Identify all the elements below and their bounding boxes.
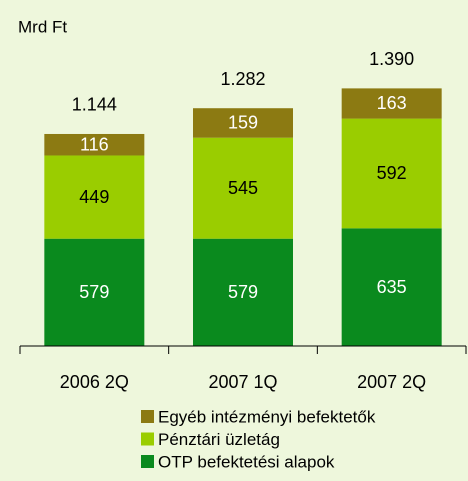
x-tick-label: 2007 2Q [357,372,426,392]
total-label: 1.390 [369,49,414,69]
legend-label: Pénztári üzletág [158,430,280,449]
segment-label: 635 [377,277,407,297]
legend-swatch [141,455,154,468]
bar-segment [44,238,145,346]
segment-label: 163 [377,93,407,113]
legend-label: OTP befektetési alapok [158,452,335,471]
x-tick-label: 2007 1Q [208,372,277,392]
segment-label: 116 [80,134,109,154]
total-label: 1.282 [220,69,265,89]
bar-segment [44,133,145,156]
bar-segment [341,228,442,346]
legend-swatch [141,432,154,446]
segment-label: 579 [79,282,109,302]
bar-segment [341,88,442,119]
bar-segment [193,238,293,346]
segment-label: 592 [377,163,407,183]
segment-label: 449 [79,187,109,207]
legend-label: Egyéb intézményi befektetők [158,407,376,426]
segment-label: 545 [228,178,258,198]
bar-segment [193,137,293,239]
unit-label: Mrd Ft [18,17,67,36]
bar-segment [341,118,442,229]
segment-label: 579 [228,282,258,302]
x-tick-label: 2006 2Q [60,372,129,392]
segment-label: 159 [228,113,258,133]
total-label: 1.144 [72,95,117,115]
legend-swatch [141,410,154,423]
bar-segment [193,108,293,138]
bar-segment [44,155,145,239]
